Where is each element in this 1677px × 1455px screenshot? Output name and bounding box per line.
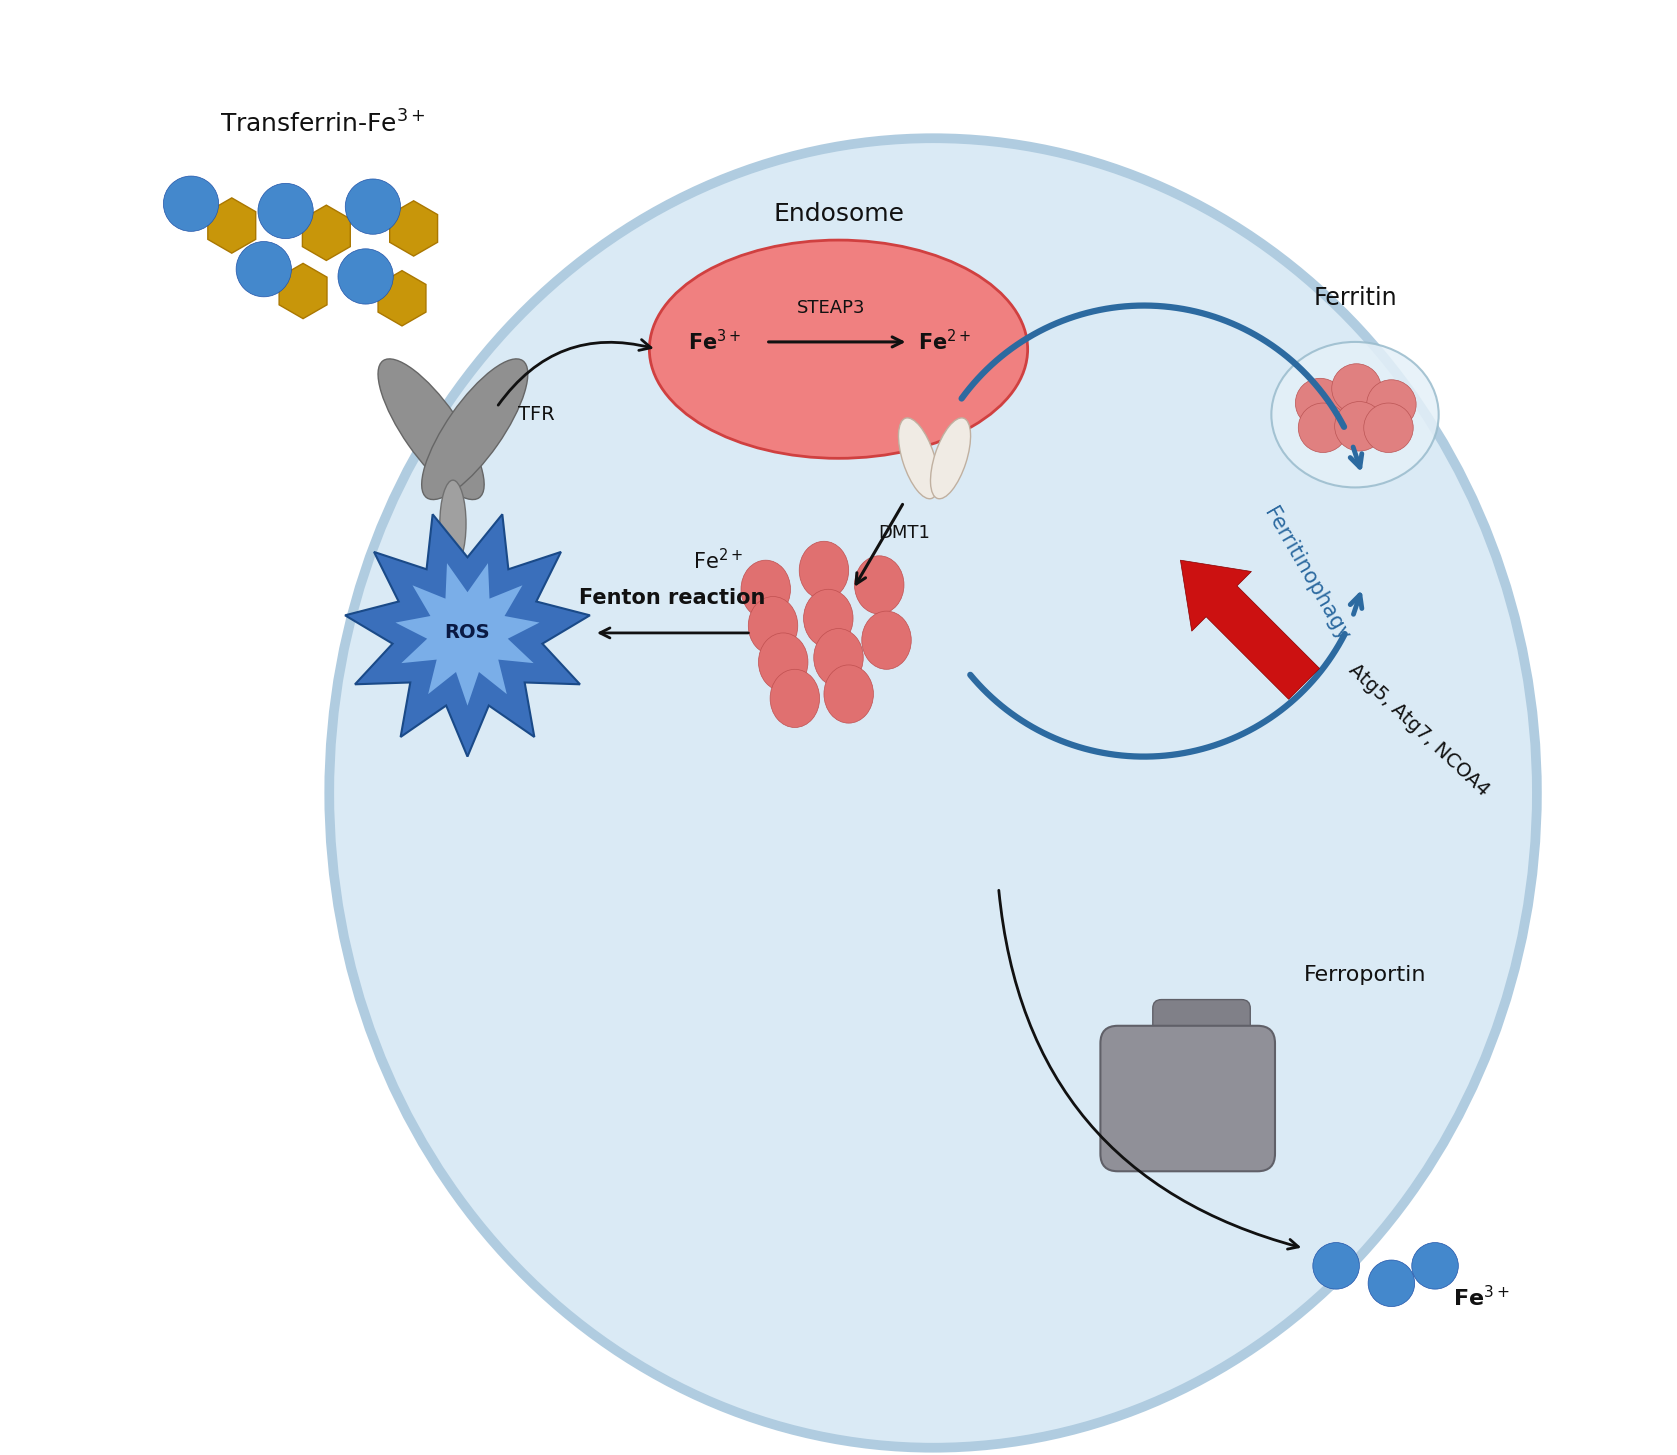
Polygon shape [377, 271, 426, 326]
Circle shape [236, 242, 292, 297]
Text: Atg5, Atg7, NCOA4: Atg5, Atg7, NCOA4 [1345, 661, 1493, 800]
Text: Fe$^{2+}$: Fe$^{2+}$ [693, 547, 743, 573]
Ellipse shape [377, 359, 485, 499]
Circle shape [1363, 403, 1414, 453]
Text: TFR: TFR [518, 404, 555, 425]
Circle shape [1332, 364, 1382, 413]
FancyArrow shape [1181, 560, 1320, 700]
Circle shape [1367, 380, 1415, 429]
Text: Transferrin-Fe$^{3+}$: Transferrin-Fe$^{3+}$ [220, 111, 426, 137]
Text: Fe$^{3+}$: Fe$^{3+}$ [1452, 1285, 1509, 1311]
Ellipse shape [899, 418, 939, 499]
Ellipse shape [931, 418, 971, 499]
Ellipse shape [813, 629, 864, 687]
Ellipse shape [803, 589, 854, 647]
Ellipse shape [758, 633, 808, 691]
Ellipse shape [770, 669, 820, 728]
Circle shape [163, 176, 218, 231]
Polygon shape [302, 205, 350, 260]
Circle shape [258, 183, 314, 239]
Ellipse shape [823, 665, 874, 723]
Text: Ferritin: Ferritin [1313, 287, 1397, 310]
Polygon shape [345, 514, 590, 757]
Circle shape [1295, 378, 1345, 428]
FancyBboxPatch shape [1152, 1000, 1251, 1061]
Polygon shape [278, 263, 327, 319]
Circle shape [345, 179, 401, 234]
Circle shape [1368, 1260, 1415, 1307]
Ellipse shape [741, 560, 790, 618]
Circle shape [1335, 402, 1384, 451]
Ellipse shape [649, 240, 1028, 458]
Ellipse shape [1271, 342, 1439, 487]
Ellipse shape [855, 556, 904, 614]
Text: Ferroportin: Ferroportin [1305, 965, 1427, 985]
Text: STEAP3: STEAP3 [797, 300, 865, 317]
Ellipse shape [439, 480, 466, 567]
Circle shape [1313, 1243, 1360, 1289]
Text: ROS: ROS [444, 623, 490, 643]
Circle shape [1298, 403, 1348, 453]
Text: Fenton reaction: Fenton reaction [580, 588, 766, 608]
Circle shape [339, 249, 394, 304]
Text: Endosome: Endosome [773, 202, 904, 226]
Text: DMT1: DMT1 [879, 524, 931, 541]
Polygon shape [396, 563, 540, 706]
FancyBboxPatch shape [1100, 1026, 1275, 1171]
Ellipse shape [421, 359, 528, 499]
Text: Fe$^{3+}$: Fe$^{3+}$ [688, 329, 741, 355]
Ellipse shape [862, 611, 911, 669]
Circle shape [1412, 1243, 1459, 1289]
Polygon shape [208, 198, 255, 253]
Ellipse shape [800, 541, 849, 599]
Polygon shape [389, 201, 438, 256]
Text: Fe$^{2+}$: Fe$^{2+}$ [917, 329, 971, 355]
Text: Ferritinophagy: Ferritinophagy [1261, 505, 1353, 645]
Ellipse shape [748, 597, 798, 655]
Ellipse shape [329, 138, 1536, 1448]
